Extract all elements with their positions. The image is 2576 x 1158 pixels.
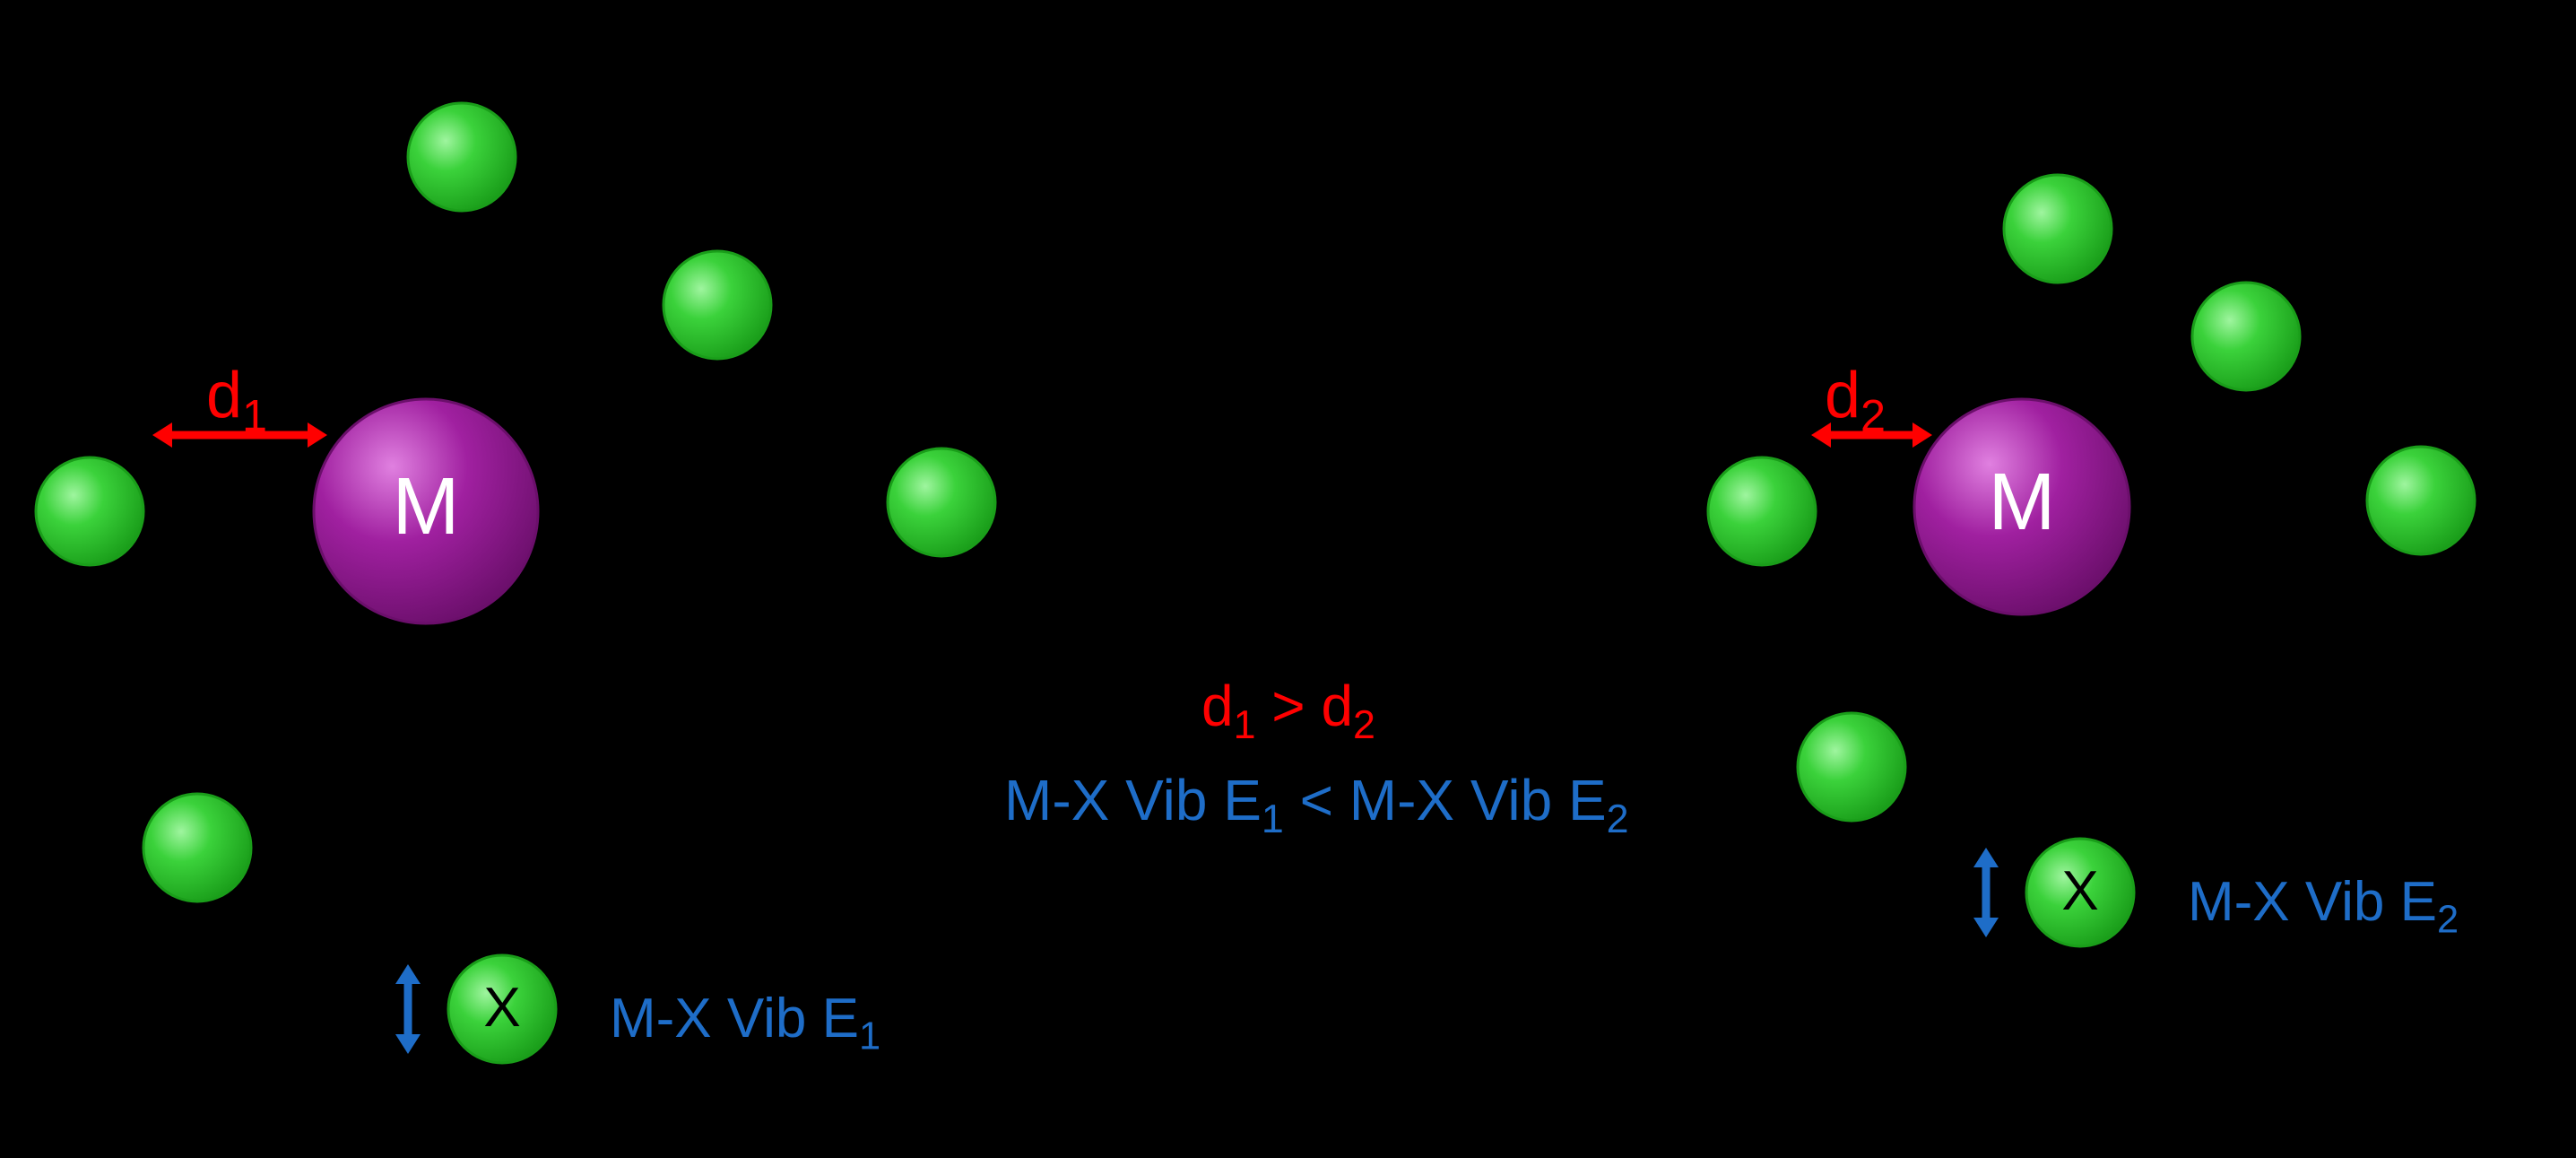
comparison-vib-energy: M-X Vib E1 < M-X Vib E2 <box>1004 767 1629 842</box>
right-ligand-atom <box>2192 283 2300 390</box>
bond <box>426 511 502 1009</box>
left-d-label: d1 <box>206 359 267 441</box>
comparison-distance: d1 > d2 <box>1201 673 1375 748</box>
left-x-label: X <box>448 976 556 1040</box>
right-ligand-atom <box>1798 713 1905 821</box>
left-ligand-atom <box>36 457 143 565</box>
right-ligand-atom <box>2004 175 2112 283</box>
bond <box>197 511 426 848</box>
left-ligand-atom <box>143 794 251 901</box>
right-d-label: d2 <box>1825 359 1886 441</box>
diagram-svg <box>0 0 2576 1158</box>
bond <box>426 157 462 511</box>
right-vib-label: M-X Vib E2 <box>2188 870 2459 942</box>
bond <box>2022 507 2080 892</box>
left-ligand-atom <box>888 448 995 556</box>
right-ligand-atom <box>1708 457 1816 565</box>
right-center-label: M <box>1914 457 2129 549</box>
left-center-label: M <box>314 461 538 553</box>
right-ligand-atom <box>2367 447 2475 554</box>
left-ligand-atom <box>664 251 771 359</box>
left-vib-label: M-X Vib E1 <box>610 987 880 1058</box>
right-x-label: X <box>2026 859 2134 923</box>
left-ligand-atom <box>408 103 516 211</box>
